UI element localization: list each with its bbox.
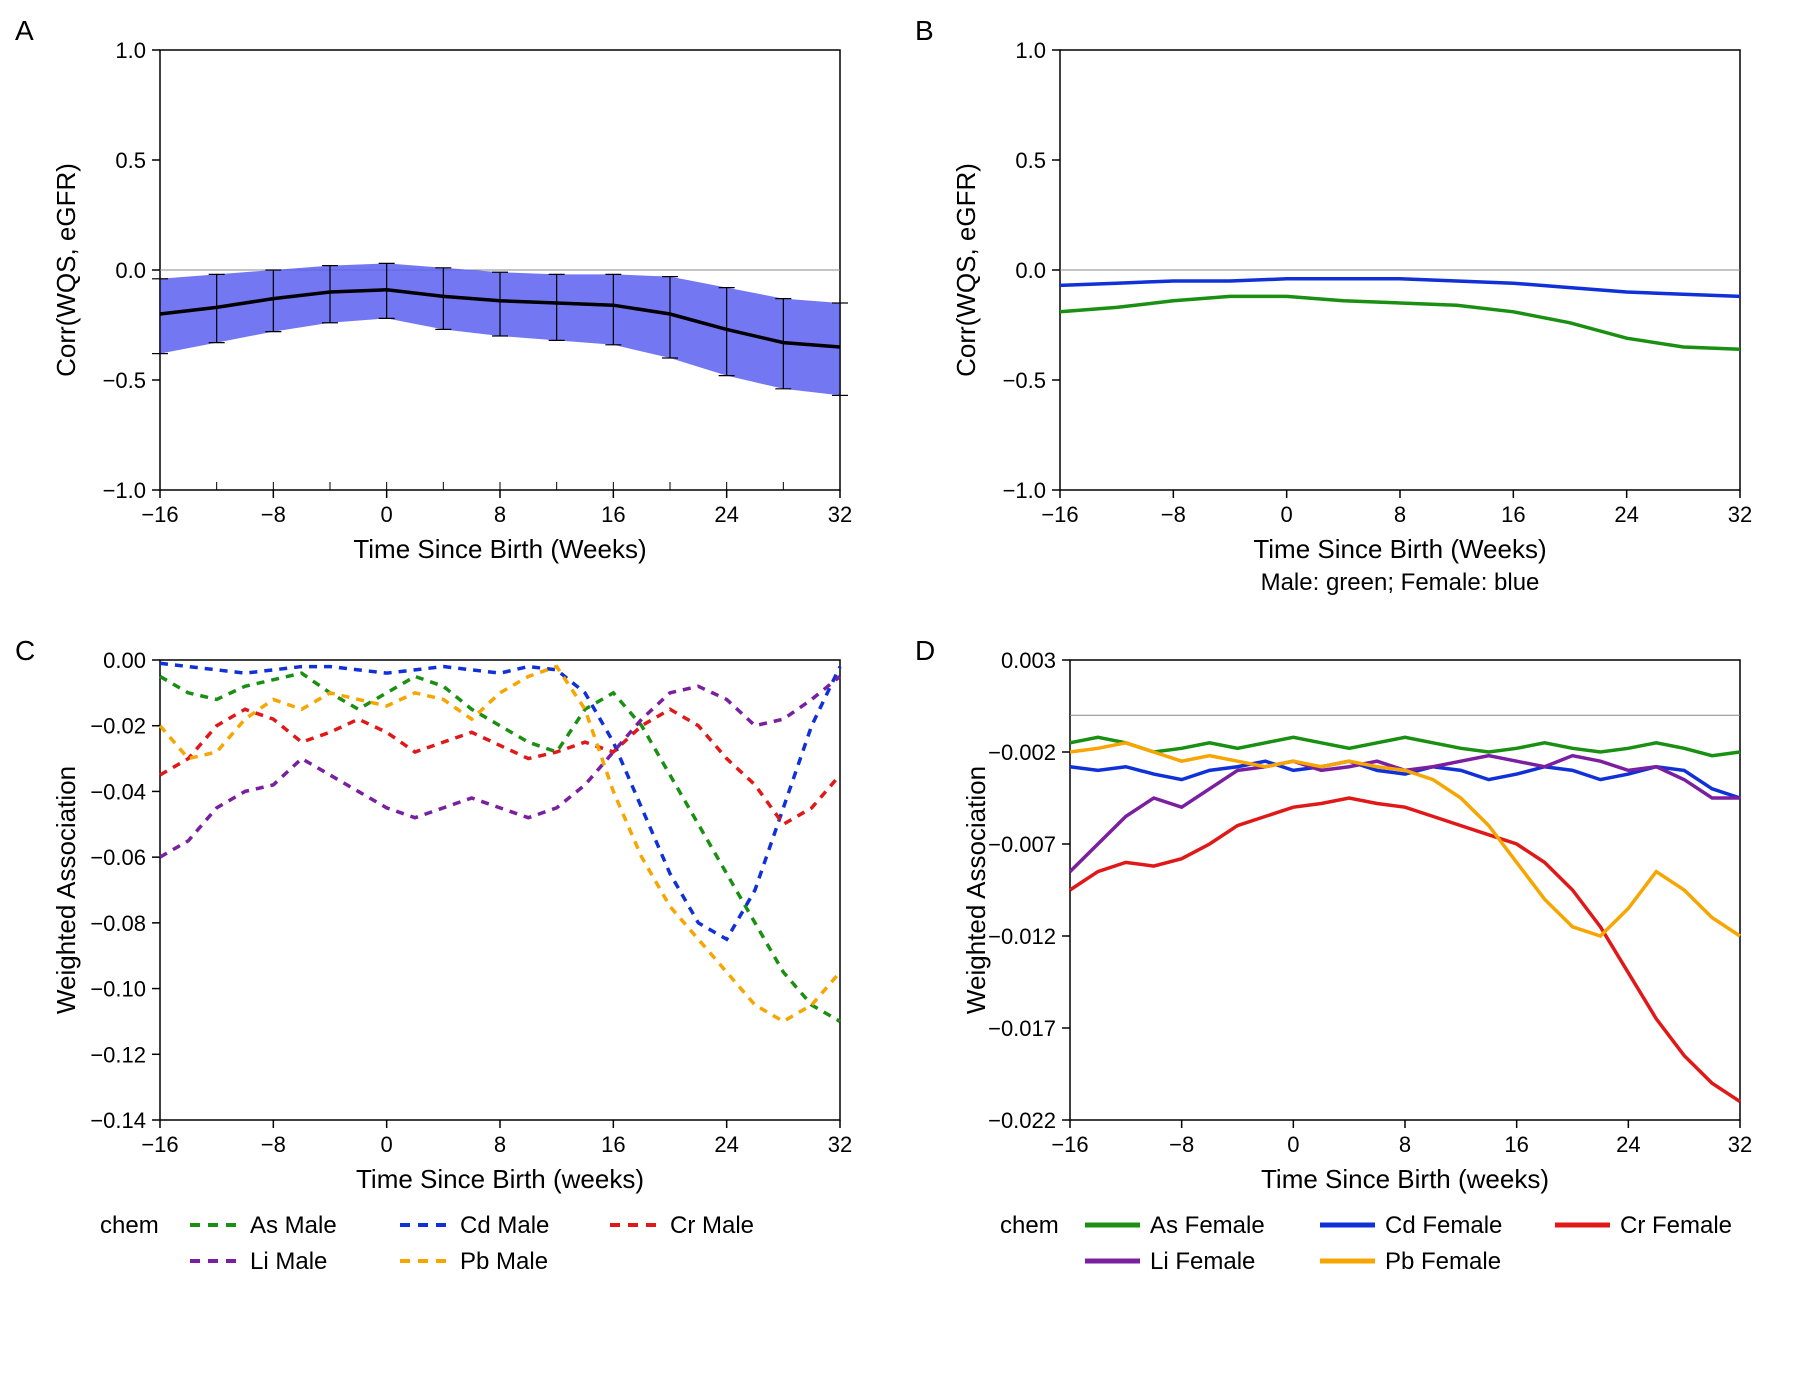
svg-text:0.00: 0.00 — [103, 648, 146, 673]
svg-text:32: 32 — [1728, 502, 1752, 527]
svg-text:Corr(WQS, eGFR): Corr(WQS, eGFR) — [951, 163, 981, 377]
svg-text:16: 16 — [1501, 502, 1525, 527]
svg-text:8: 8 — [494, 502, 506, 527]
svg-text:−16: −16 — [141, 1132, 178, 1157]
svg-text:Pb Male: Pb Male — [460, 1248, 548, 1275]
svg-text:32: 32 — [1728, 1132, 1752, 1157]
svg-text:−0.022: −0.022 — [988, 1108, 1056, 1133]
svg-text:0: 0 — [1287, 1132, 1299, 1157]
svg-text:chem: chem — [100, 1212, 159, 1239]
svg-text:Li Female: Li Female — [1150, 1248, 1255, 1275]
svg-text:Li Male: Li Male — [250, 1248, 327, 1275]
svg-text:Corr(WQS, eGFR): Corr(WQS, eGFR) — [51, 163, 81, 377]
svg-text:16: 16 — [601, 1132, 625, 1157]
svg-text:0.0: 0.0 — [1015, 258, 1046, 283]
svg-text:−8: −8 — [1161, 502, 1186, 527]
svg-text:−0.007: −0.007 — [988, 832, 1056, 857]
svg-text:Cd Female: Cd Female — [1385, 1212, 1502, 1239]
svg-text:Cd Male: Cd Male — [460, 1212, 549, 1239]
svg-text:1.0: 1.0 — [115, 38, 146, 63]
panel-b: B −16−808162432−1.0−0.50.00.51.0Time Sin… — [920, 20, 1780, 610]
svg-text:Weighted Association: Weighted Association — [51, 766, 81, 1014]
svg-text:−1.0: −1.0 — [1003, 478, 1046, 503]
svg-text:0.5: 0.5 — [115, 148, 146, 173]
panel-d-svg: −16 −8 0 8 16 24 32 −0.022 −0.017 −0.012 −0.007 −0.… — [920, 640, 1780, 1290]
svg-text:1.0: 1.0 — [1015, 38, 1046, 63]
svg-text:−8: −8 — [261, 1132, 286, 1157]
svg-text:Time Since Birth (weeks): Time Since Birth (weeks) — [1261, 1164, 1549, 1194]
svg-text:24: 24 — [1614, 502, 1638, 527]
panel-b-svg: −16 −8 0 8 16 24 32 −1.0 −0.5 0.0 0.5 1.0 Time Since… — [920, 20, 1780, 610]
svg-text:Pb Female: Pb Female — [1385, 1248, 1501, 1275]
svg-text:16: 16 — [601, 502, 625, 527]
panel-a: A −16−808162432−1.0−0.50.00.51.0Time Sin… — [20, 20, 880, 610]
panel-c-svg: −16 −8 0 8 16 24 32 −0.14 −0.12 −0.10 −0.08 −0.06 −0… — [20, 640, 880, 1290]
svg-text:0.0: 0.0 — [115, 258, 146, 283]
svg-text:0.003: 0.003 — [1001, 648, 1056, 673]
svg-text:16: 16 — [1504, 1132, 1528, 1157]
svg-text:0: 0 — [381, 1132, 393, 1157]
svg-text:−0.02: −0.02 — [90, 714, 146, 739]
svg-text:Time Since Birth (weeks): Time Since Birth (weeks) — [356, 1164, 644, 1194]
panel-b-label: B — [915, 15, 934, 47]
svg-text:Time Since Birth (Weeks): Time Since Birth (Weeks) — [1253, 534, 1546, 564]
svg-text:−0.14: −0.14 — [90, 1108, 146, 1133]
svg-text:−0.10: −0.10 — [90, 977, 146, 1002]
svg-text:32: 32 — [828, 502, 852, 527]
svg-text:−16: −16 — [141, 502, 178, 527]
svg-text:8: 8 — [494, 1132, 506, 1157]
svg-text:−8: −8 — [261, 502, 286, 527]
svg-text:−0.5: −0.5 — [103, 368, 146, 393]
svg-text:−16: −16 — [1041, 502, 1078, 527]
svg-text:−0.06: −0.06 — [90, 845, 146, 870]
panel-a-label: A — [15, 15, 34, 47]
panel-d-label: D — [915, 635, 935, 667]
figure-grid: A −16−808162432−1.0−0.50.00.51.0Time Sin… — [20, 20, 1780, 1290]
svg-text:8: 8 — [1394, 502, 1406, 527]
svg-text:chem: chem — [1000, 1212, 1059, 1239]
svg-text:24: 24 — [714, 1132, 738, 1157]
svg-text:Cr Male: Cr Male — [670, 1212, 754, 1239]
svg-text:Weighted Association: Weighted Association — [961, 766, 991, 1014]
svg-text:−0.017: −0.017 — [988, 1016, 1056, 1041]
svg-text:0.5: 0.5 — [1015, 148, 1046, 173]
svg-text:0: 0 — [381, 502, 393, 527]
svg-text:−8: −8 — [1169, 1132, 1194, 1157]
svg-text:−0.002: −0.002 — [988, 740, 1056, 765]
svg-text:−16: −16 — [1051, 1132, 1088, 1157]
svg-text:−1.0: −1.0 — [103, 478, 146, 503]
svg-text:−0.012: −0.012 — [988, 924, 1056, 949]
svg-text:As Female: As Female — [1150, 1212, 1265, 1239]
svg-text:Time Since Birth (Weeks): Time Since Birth (Weeks) — [353, 534, 646, 564]
svg-text:−0.12: −0.12 — [90, 1042, 146, 1067]
panel-a-svg: −16 −8 0 8 16 24 32 −1.0 −0.5 0.0 0.5 1.0 Time Since… — [20, 20, 880, 580]
panel-c: C −16−808162432−0.14−0.12−0.10−0.08−0.06… — [20, 640, 880, 1290]
svg-text:0: 0 — [1281, 502, 1293, 527]
svg-text:As Male: As Male — [250, 1212, 337, 1239]
svg-text:Cr Female: Cr Female — [1620, 1212, 1732, 1239]
svg-text:−0.08: −0.08 — [90, 911, 146, 936]
svg-text:−0.04: −0.04 — [90, 779, 146, 804]
svg-text:32: 32 — [828, 1132, 852, 1157]
panel-d: D −16−808162432−0.022−0.017−0.012−0.007−… — [920, 640, 1780, 1290]
svg-text:24: 24 — [1616, 1132, 1640, 1157]
panel-c-label: C — [15, 635, 35, 667]
svg-text:24: 24 — [714, 502, 738, 527]
svg-text:8: 8 — [1399, 1132, 1411, 1157]
svg-text:−0.5: −0.5 — [1003, 368, 1046, 393]
svg-text:Male: green; Female: blue: Male: green; Female: blue — [1261, 569, 1540, 596]
